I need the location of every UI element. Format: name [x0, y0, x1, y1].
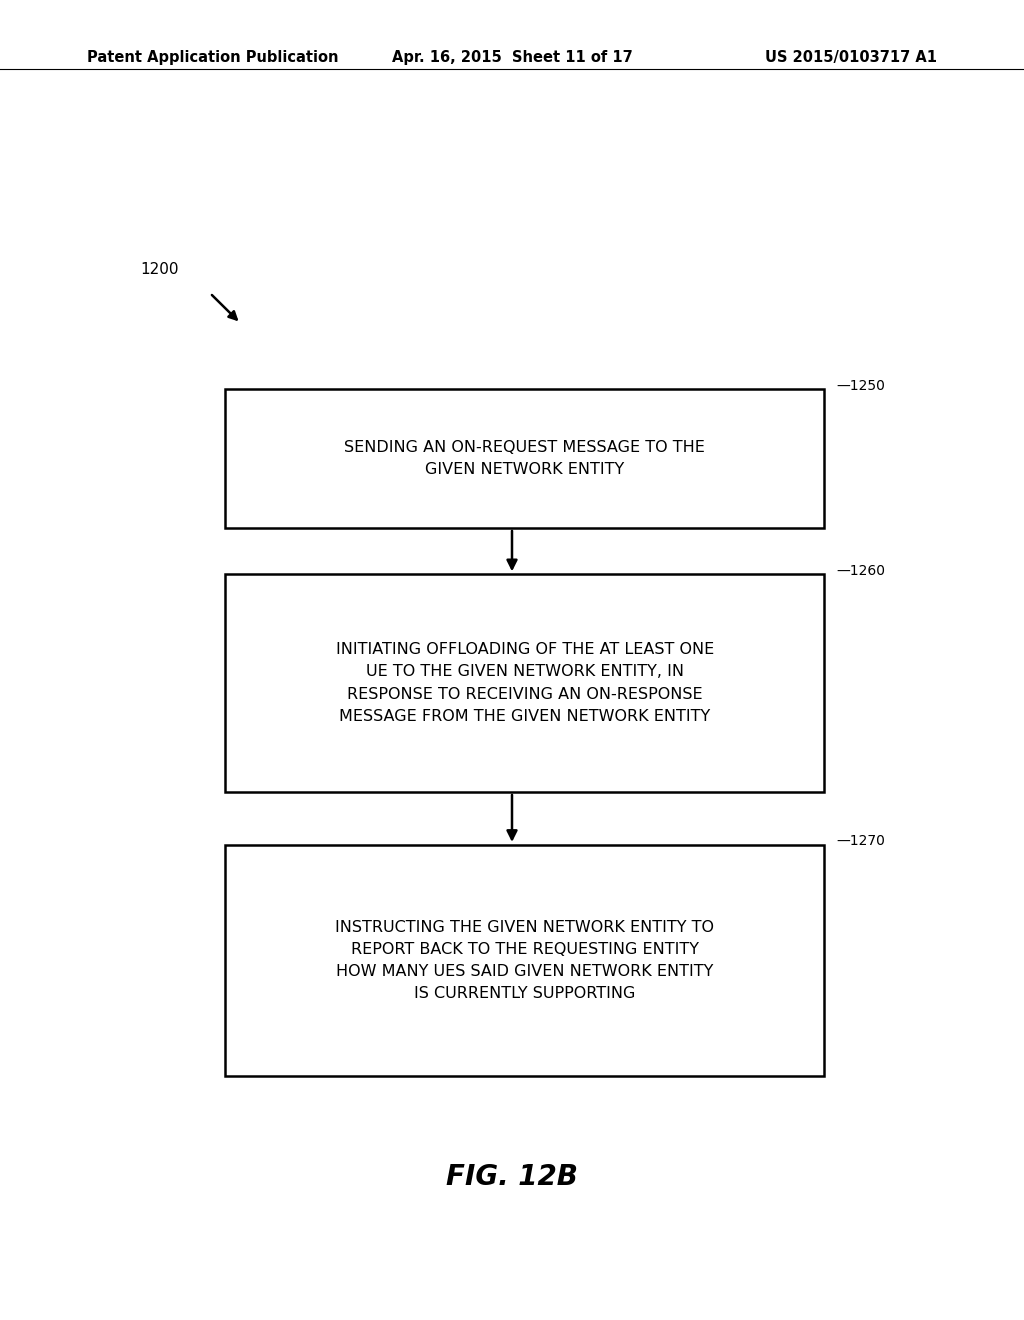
Text: Apr. 16, 2015  Sheet 11 of 17: Apr. 16, 2015 Sheet 11 of 17: [391, 50, 633, 65]
Text: INITIATING OFFLOADING OF THE AT LEAST ONE
UE TO THE GIVEN NETWORK ENTITY, IN
RES: INITIATING OFFLOADING OF THE AT LEAST ON…: [336, 643, 714, 723]
Text: INSTRUCTING THE GIVEN NETWORK ENTITY TO
REPORT BACK TO THE REQUESTING ENTITY
HOW: INSTRUCTING THE GIVEN NETWORK ENTITY TO …: [335, 920, 715, 1001]
Text: —1250: —1250: [837, 379, 886, 393]
Text: —1270: —1270: [837, 834, 886, 849]
Bar: [225, 574, 824, 792]
Text: —1260: —1260: [837, 564, 886, 578]
Bar: [225, 845, 824, 1076]
Text: Patent Application Publication: Patent Application Publication: [87, 50, 339, 65]
Text: FIG. 12B: FIG. 12B: [446, 1163, 578, 1192]
Text: 1200: 1200: [140, 263, 179, 277]
Text: SENDING AN ON-REQUEST MESSAGE TO THE
GIVEN NETWORK ENTITY: SENDING AN ON-REQUEST MESSAGE TO THE GIV…: [344, 440, 706, 478]
Text: US 2015/0103717 A1: US 2015/0103717 A1: [765, 50, 937, 65]
Bar: [225, 389, 824, 528]
